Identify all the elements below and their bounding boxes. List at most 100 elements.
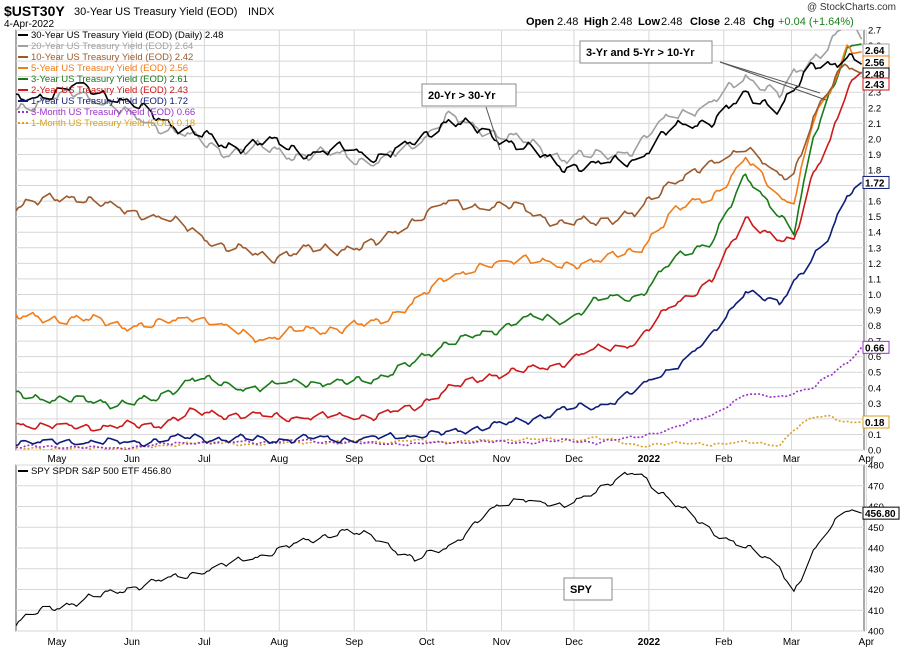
yield-x-axis: May Jun Jul Aug Sep Oct Nov Dec 2022 Feb Mar Apr bbox=[48, 454, 875, 465]
yield-y-tick-label: 2.2 bbox=[868, 103, 881, 114]
svg-text:1.72: 1.72 bbox=[865, 178, 885, 189]
legend-entry: 2-Year US Treasury Yield (EOD) 2.43 bbox=[31, 85, 188, 96]
last-tag-5: 0.66 bbox=[862, 340, 890, 354]
yield-y-tick-label: 1.3 bbox=[868, 243, 881, 254]
spy-x-tick-label: Nov bbox=[493, 637, 511, 648]
spy-x-tick-label: Jul bbox=[198, 637, 211, 648]
chg-value: +0.04 (+1.64%) bbox=[778, 16, 854, 28]
yield-line-0 bbox=[16, 53, 863, 174]
yield-x-tick-label: Apr bbox=[859, 454, 875, 465]
high-value: 2.48 bbox=[611, 16, 632, 28]
last-tag-0: 2.64 bbox=[862, 43, 890, 57]
legend-entry: 3-Year US Treasury Yield (EOD) 2.61 bbox=[31, 74, 188, 85]
yield-y-tick-label: 1.1 bbox=[868, 274, 881, 285]
spy-x-tick-label: Aug bbox=[270, 637, 288, 648]
exchange-label: INDX bbox=[248, 6, 275, 18]
spy-y-tick-label: 470 bbox=[868, 481, 884, 492]
quote-line: Open 2.48 High 2.48 Low 2.48 Close 2.48 … bbox=[526, 16, 854, 28]
yield-x-tick-label: Aug bbox=[270, 454, 288, 465]
spy-y-tick-label: 450 bbox=[868, 523, 884, 534]
yield-y-tick-label: 1.5 bbox=[868, 212, 881, 223]
yield-x-tick-label: 2022 bbox=[638, 454, 661, 465]
yield-y-tick-label: 0.0 bbox=[868, 446, 881, 457]
brand-label: @ StockCharts.com bbox=[807, 2, 896, 13]
yield-y-tick-label: 1.8 bbox=[868, 166, 881, 177]
yield-x-tick-label: Nov bbox=[493, 454, 511, 465]
spy-x-tick-label: Apr bbox=[859, 637, 875, 648]
yield-x-tick-label: Jun bbox=[124, 454, 140, 465]
yield-y-tick-label: 2.0 bbox=[868, 134, 881, 145]
spy-y-tick-label: 420 bbox=[868, 585, 884, 596]
svg-text:2.56: 2.56 bbox=[865, 58, 885, 69]
symbol-label: $UST30Y bbox=[4, 3, 65, 19]
legend-entry: 1-Month US Treasury Yield (EOD) 0.18 bbox=[31, 118, 195, 129]
yield-line-4 bbox=[16, 43, 862, 410]
spy-x-tick-label: Sep bbox=[345, 637, 363, 648]
spy-x-tick-label: May bbox=[48, 637, 67, 648]
spy-x-axis: May Jun Jul Aug Sep Oct Nov Dec 2022 Feb Mar Apr bbox=[48, 637, 875, 648]
yield-y-tick-label: 0.6 bbox=[868, 352, 881, 363]
spy-x-tick-label: Oct bbox=[419, 637, 435, 648]
yield-x-tick-label: Dec bbox=[565, 454, 583, 465]
yield-series-lines bbox=[16, 30, 863, 450]
spy-x-tick-label: Feb bbox=[715, 637, 733, 648]
yield-y-tick-label: 1.6 bbox=[868, 197, 881, 208]
yield-line-6 bbox=[16, 181, 863, 448]
close-label: Close bbox=[690, 16, 720, 28]
spy-x-tick-label: Mar bbox=[783, 637, 801, 648]
yield-y-tick-label: 2.7 bbox=[868, 26, 881, 37]
spy-y-tick-label: 410 bbox=[868, 606, 884, 617]
open-value: 2.48 bbox=[557, 16, 578, 28]
chg-label: Chg bbox=[753, 16, 774, 28]
yield-line-3 bbox=[16, 44, 862, 344]
spy-x-tick-label: Dec bbox=[565, 637, 583, 648]
yield-y-tick-label: 2.1 bbox=[868, 119, 881, 130]
yield-y-tick-label: 1.0 bbox=[868, 290, 881, 301]
series-name-label: 30-Year US Treasury Yield (EOD) bbox=[74, 6, 237, 18]
svg-text:2.43: 2.43 bbox=[865, 80, 885, 91]
yield-x-tick-label: Sep bbox=[345, 454, 363, 465]
yield-y-tick-label: 0.5 bbox=[868, 368, 881, 379]
last-tag-6: 0.18 bbox=[862, 415, 890, 429]
spy-last-tag: 456.80 bbox=[862, 506, 900, 520]
yield-y-tick-label: 2.3 bbox=[868, 88, 881, 99]
low-value: 2.48 bbox=[661, 16, 682, 28]
close-value: 2.48 bbox=[724, 16, 745, 28]
yield-legend: 30-Year US Treasury Yield (EOD) (Daily) … bbox=[18, 30, 223, 129]
yield-x-tick-label: May bbox=[48, 454, 67, 465]
low-label: Low bbox=[638, 16, 660, 28]
svg-text:2.64: 2.64 bbox=[865, 46, 885, 57]
yield-y-tick-label: 0.9 bbox=[868, 306, 881, 317]
spy-y-tick-label: 480 bbox=[868, 461, 884, 472]
spy-y-tick-label: 440 bbox=[868, 544, 884, 555]
legend-entry: 20-Year US Treasury Yield (EOD) 2.64 bbox=[31, 41, 193, 52]
svg-text:0.18: 0.18 bbox=[865, 418, 885, 429]
yield-y-tick-label: 1.4 bbox=[868, 228, 881, 239]
yield-x-tick-label: Mar bbox=[783, 454, 801, 465]
svg-text:456.80: 456.80 bbox=[865, 509, 896, 520]
yield-y-tick-label: 0.1 bbox=[868, 430, 881, 441]
spy-legend: SPY SPDR S&P 500 ETF 456.80 bbox=[18, 466, 171, 477]
last-value-tags: 2.642.562.482.43 1.72 0.66 0.18 456.80 bbox=[862, 43, 900, 520]
yield-line-7 bbox=[16, 346, 863, 450]
spy-gridlines bbox=[16, 464, 867, 632]
yield-y-tick-label: 1.2 bbox=[868, 259, 881, 270]
svg-text:0.66: 0.66 bbox=[865, 343, 885, 354]
legend-entry: 10-Year US Treasury Yield (EOD) 2.42 bbox=[31, 52, 193, 63]
yield-x-tick-label: Jul bbox=[198, 454, 211, 465]
spy-legend-entry: SPY SPDR S&P 500 ETF 456.80 bbox=[31, 466, 171, 477]
annotation-20yr-gt-30yr: 20-Yr > 30-Yr bbox=[421, 83, 517, 151]
svg-text:2.48: 2.48 bbox=[865, 70, 885, 81]
date-label: 4-Apr-2022 bbox=[4, 19, 54, 30]
last-tag-2: 2.48 bbox=[862, 67, 890, 81]
legend-entry: 30-Year US Treasury Yield (EOD) (Daily) … bbox=[31, 30, 223, 41]
legend-entry: 1-Year US Treasury Yield (EOD) 1.72 bbox=[31, 96, 188, 107]
yield-y-tick-label: 0.3 bbox=[868, 399, 881, 410]
last-tag-1: 2.56 bbox=[862, 55, 890, 69]
last-tag-3: 2.43 bbox=[862, 77, 890, 91]
annotation-3yr-5yr-gt-10yr: 3-Yr and 5-Yr > 10-Yr bbox=[579, 40, 827, 101]
last-tag-4: 1.72 bbox=[862, 175, 890, 189]
yield-y-tick-label: 0.4 bbox=[868, 383, 881, 394]
